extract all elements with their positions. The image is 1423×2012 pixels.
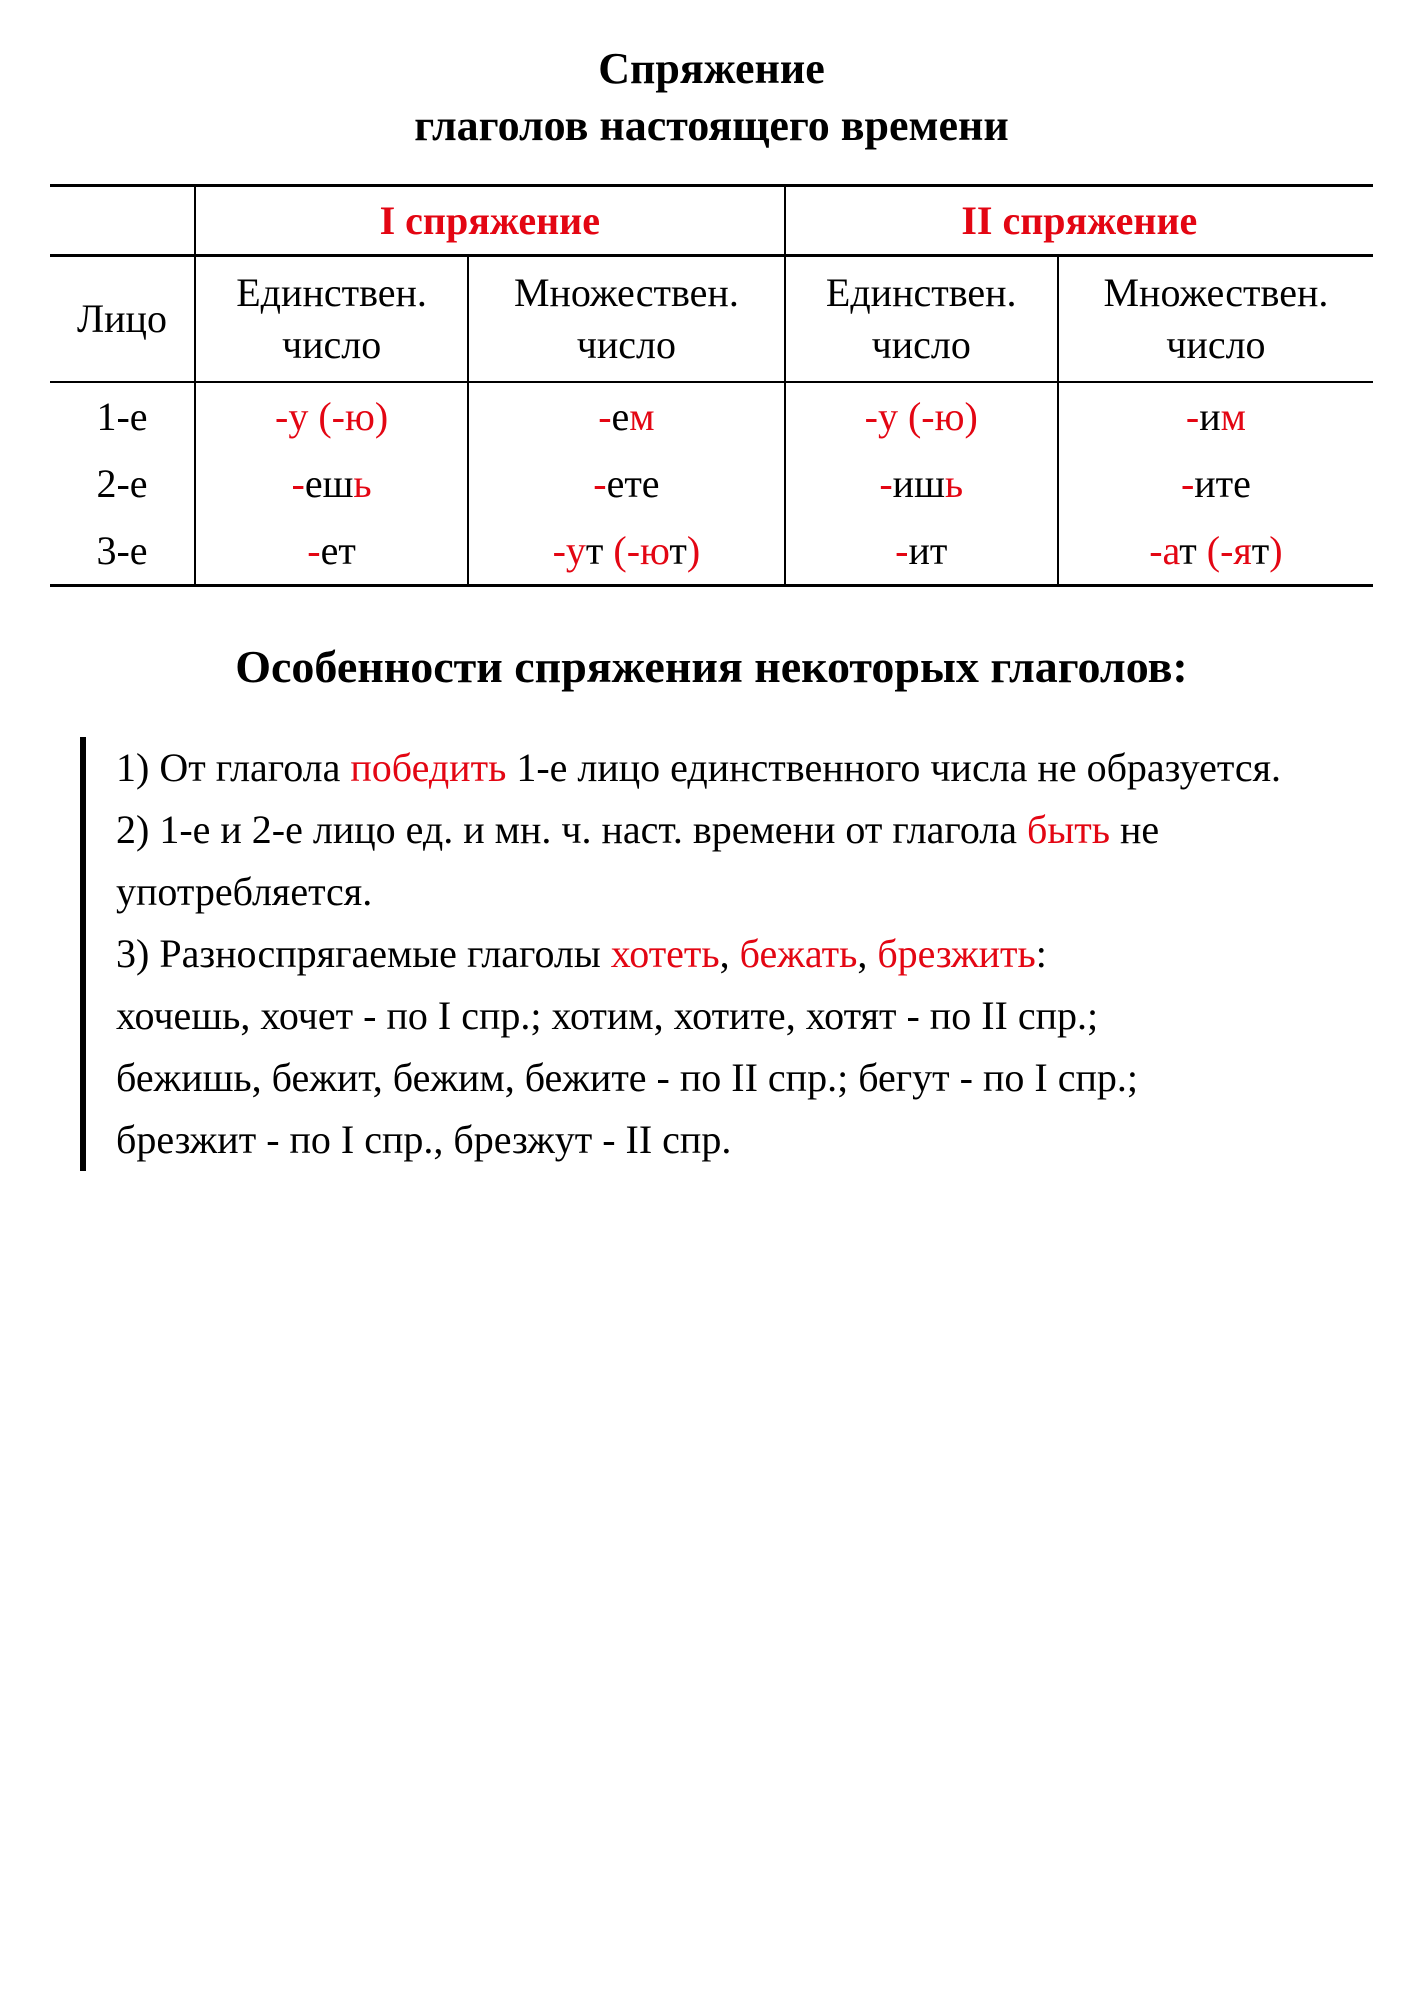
highlight-byt: быть xyxy=(1027,807,1110,852)
highlight-brezzhit: брезжить xyxy=(877,931,1035,976)
row1-c2-sg: -у (-ю) xyxy=(785,382,1058,450)
highlight-pobedit: победить xyxy=(350,745,506,790)
title-line-2: глаголов настоящего времени xyxy=(414,101,1009,150)
title-line-1: Спряжение xyxy=(598,44,825,93)
note-3-line-3: брезжит - по I спр., брезжут - II спр. xyxy=(116,1109,1353,1171)
col-2-sg-label: Единствен. число xyxy=(785,256,1058,383)
conjugation-table: I спряжение II спряжение Лицо Единствен.… xyxy=(50,184,1373,587)
col-2-pl-label: Множествен. число xyxy=(1058,256,1373,383)
note-3-line-2: бежишь, бежит, бежим, бежите - по II спр… xyxy=(116,1047,1353,1109)
row2-c1-pl: -ете xyxy=(468,450,784,517)
note-3-line-1: хочешь, хочет - по I спр.; хотим, хотите… xyxy=(116,985,1353,1047)
person-1: 1-е xyxy=(50,382,195,450)
row2-c2-pl: -ите xyxy=(1058,450,1373,517)
note-1: 1) От глагола победить 1-е лицо единстве… xyxy=(116,737,1353,799)
row1-c1-sg: -у (-ю) xyxy=(195,382,468,450)
highlight-hotet: хотеть xyxy=(611,931,720,976)
row3-c1-pl: -ут (-ют) xyxy=(468,517,784,586)
row2-c2-sg: -ишь xyxy=(785,450,1058,517)
subtitle: Особенности спряжения некоторых глаголов… xyxy=(50,637,1373,697)
row1-c2-pl: -им xyxy=(1058,382,1373,450)
notes-block: 1) От глагола победить 1-е лицо единстве… xyxy=(80,737,1353,1171)
row3-c2-sg: -ит xyxy=(785,517,1058,586)
highlight-bezhat: бежать xyxy=(740,931,858,976)
person-2: 2-е xyxy=(50,450,195,517)
group-1-header: I спряжение xyxy=(195,186,785,256)
person-3: 3-е xyxy=(50,517,195,586)
group-2-header: II спряжение xyxy=(785,186,1373,256)
row2-c1-sg: -ешь xyxy=(195,450,468,517)
note-3: 3) Разноспрягаемые глаголы хотеть, бежат… xyxy=(116,923,1353,985)
row3-c2-pl: -ат (-ят) xyxy=(1058,517,1373,586)
person-label: Лицо xyxy=(50,256,195,383)
col-1-pl-label: Множествен. число xyxy=(468,256,784,383)
col-1-sg-label: Единствен. число xyxy=(195,256,468,383)
note-2: 2) 1-е и 2-е лицо ед. и мн. ч. наст. вре… xyxy=(116,799,1353,923)
row1-c1-pl: -ем xyxy=(468,382,784,450)
page-title: Спряжение глаголов настоящего времени xyxy=(50,40,1373,154)
row3-c1-sg: -ет xyxy=(195,517,468,586)
